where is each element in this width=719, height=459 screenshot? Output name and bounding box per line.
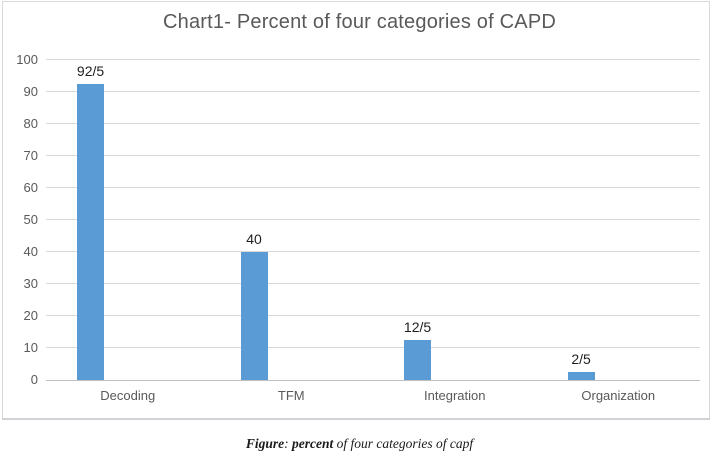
x-category-label-tfm: TFM xyxy=(277,388,305,403)
y-tick-label-20: 20 xyxy=(23,308,38,323)
gridline-80 xyxy=(46,123,700,124)
chart-title: Chart1- Percent of four categories of CA… xyxy=(162,11,557,33)
plot-area: 92/5 40 12/5 2/5 xyxy=(46,59,700,381)
data-label-integration: 12/5 xyxy=(403,319,432,335)
chart-frame xyxy=(2,1,710,420)
gridline-90 xyxy=(46,91,700,92)
x-axis-line xyxy=(46,380,700,381)
gridline-10 xyxy=(46,347,700,348)
caption-figure-word: Figure xyxy=(245,436,285,451)
data-label-organization: 2/5 xyxy=(571,351,591,367)
gridline-20 xyxy=(46,315,700,316)
bar-organization xyxy=(567,372,595,380)
gridline-100 xyxy=(46,59,700,60)
y-tick-label-60: 60 xyxy=(23,180,38,195)
bar-decoding xyxy=(77,84,105,380)
y-tick-label-40: 40 xyxy=(23,244,38,259)
y-tick-label-100: 100 xyxy=(16,52,38,67)
y-tick-label-80: 80 xyxy=(23,116,38,131)
gridline-50 xyxy=(46,219,700,220)
y-axis-tick-labels: 0 10 20 30 40 50 60 70 80 90 100 xyxy=(2,52,38,387)
y-tick-label-70: 70 xyxy=(23,148,38,163)
y-tick-label-0: 0 xyxy=(30,372,38,387)
x-category-label-organization: Organization xyxy=(581,388,656,403)
x-category-label-decoding: Decoding xyxy=(100,388,156,403)
y-tick-label-90: 90 xyxy=(23,84,38,99)
x-category-label-integration: Integration xyxy=(424,388,486,403)
y-tick-label-10: 10 xyxy=(23,340,38,355)
y-tick-label-30: 30 xyxy=(23,276,38,291)
x-axis-category-labels: Decoding TFM Integration Organization xyxy=(46,388,700,406)
bar-tfm xyxy=(240,252,268,380)
caption-bold-word: percent xyxy=(292,436,334,451)
bar-integration xyxy=(404,340,432,380)
gridline-70 xyxy=(46,155,700,156)
caption-separator: : xyxy=(284,436,293,451)
data-label-tfm: 40 xyxy=(246,231,262,247)
gridline-40 xyxy=(46,251,700,252)
data-label-decoding: 92/5 xyxy=(76,63,105,79)
y-tick-label-50: 50 xyxy=(23,212,38,227)
figure-caption: Figure: percent of four categories of ca… xyxy=(0,436,719,452)
gridline-30 xyxy=(46,283,700,284)
gridline-60 xyxy=(46,187,700,188)
caption-rest: of four categories of capf xyxy=(333,436,474,451)
